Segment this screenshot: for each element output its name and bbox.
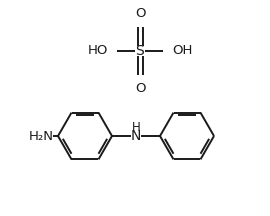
Text: H: H: [132, 121, 140, 134]
Text: OH: OH: [172, 44, 192, 57]
Text: O: O: [135, 82, 145, 95]
Text: O: O: [135, 7, 145, 20]
Text: H₂N: H₂N: [29, 130, 54, 143]
Text: S: S: [136, 44, 144, 58]
Text: HO: HO: [88, 44, 108, 57]
Text: N: N: [131, 129, 141, 143]
